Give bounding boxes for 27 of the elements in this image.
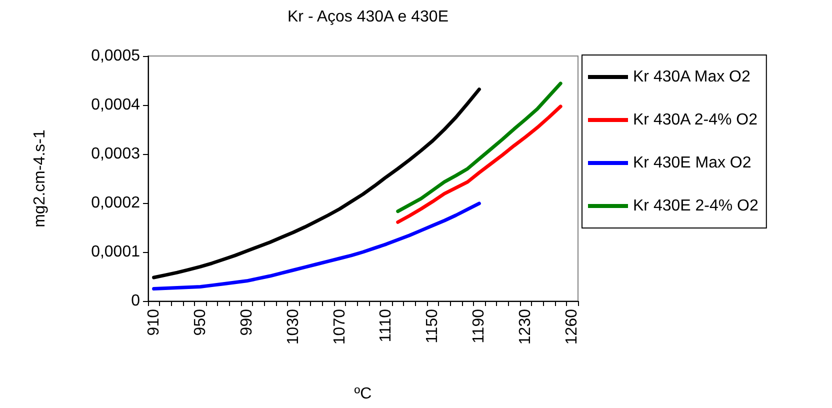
line-series [152,202,481,290]
y-tick-label: 0 [131,292,140,310]
chart-title: Kr - Aços 430A e 430E [288,8,448,26]
x-tick-label: 1150 [424,308,442,344]
x-tick-label: 950 [192,308,209,336]
legend-label: Kr 430E 2-4% O2 [633,198,758,214]
y-tick-label: 0,0003 [91,146,140,162]
x-tick-label: 1070 [331,308,348,345]
y-axis-title: mg2.cm-4.s-1 [32,130,48,228]
y-tick-label: 0,0001 [91,244,140,260]
x-tick-label: 1260 [564,308,581,345]
x-axis-title: ºC [354,386,372,402]
y-tick-label: 0,0005 [91,48,140,64]
x-tick-label: 1190 [470,308,488,344]
line-series [396,104,562,224]
x-tick-label: 1230 [517,308,534,345]
line-series [396,82,562,214]
y-tick-label: 0,0002 [91,194,140,212]
x-tick-label: 910 [145,308,162,336]
x-tick-label: 1030 [284,308,302,345]
x-tick-label: 1110 [378,308,395,342]
legend-label: Kr 430E Max O2 [633,154,752,172]
legend-label: Kr 430A 2-4% O2 [633,112,758,128]
line-series [152,88,481,280]
y-tick-label: 0,0004 [91,96,140,114]
x-tick-label: 990 [238,308,256,336]
legend-label: Kr 430A Max O2 [633,68,750,86]
